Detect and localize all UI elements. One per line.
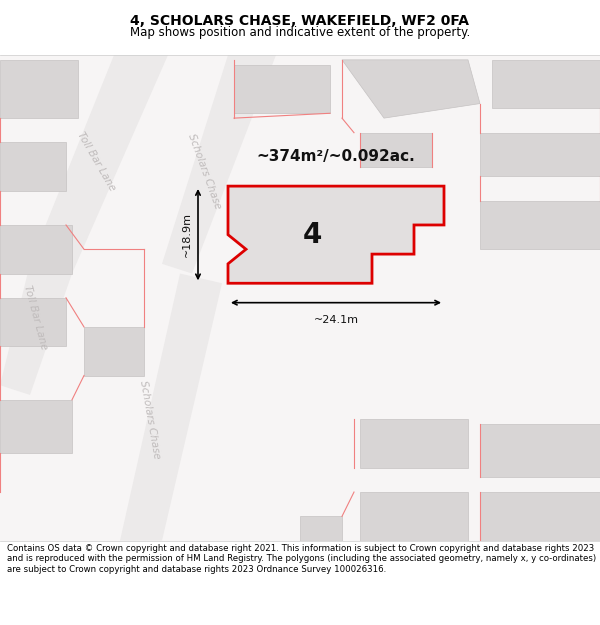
Polygon shape bbox=[234, 65, 330, 113]
Polygon shape bbox=[0, 225, 72, 274]
Polygon shape bbox=[228, 186, 444, 283]
Polygon shape bbox=[0, 60, 78, 118]
Polygon shape bbox=[480, 492, 600, 541]
Polygon shape bbox=[0, 142, 66, 191]
Text: Map shows position and indicative extent of the property.: Map shows position and indicative extent… bbox=[130, 26, 470, 39]
Polygon shape bbox=[0, 264, 72, 395]
Polygon shape bbox=[30, 55, 168, 274]
Text: 4: 4 bbox=[302, 221, 322, 249]
Polygon shape bbox=[342, 60, 480, 118]
Text: ~24.1m: ~24.1m bbox=[314, 315, 359, 325]
Polygon shape bbox=[120, 274, 222, 541]
Polygon shape bbox=[360, 419, 468, 468]
Polygon shape bbox=[84, 327, 144, 376]
Polygon shape bbox=[0, 400, 72, 453]
Polygon shape bbox=[492, 60, 600, 108]
Polygon shape bbox=[0, 298, 66, 346]
Polygon shape bbox=[300, 516, 342, 541]
Text: ~18.9m: ~18.9m bbox=[182, 212, 192, 257]
Polygon shape bbox=[360, 132, 432, 167]
Polygon shape bbox=[480, 201, 600, 249]
Text: ~374m²/~0.092ac.: ~374m²/~0.092ac. bbox=[257, 149, 415, 164]
Polygon shape bbox=[480, 424, 600, 478]
Text: Scholars Chase: Scholars Chase bbox=[186, 132, 222, 211]
Text: Contains OS data © Crown copyright and database right 2021. This information is : Contains OS data © Crown copyright and d… bbox=[7, 544, 596, 574]
Text: Toll Bar Lane: Toll Bar Lane bbox=[23, 284, 49, 351]
Text: Scholars Chase: Scholars Chase bbox=[138, 379, 162, 459]
Text: 4, SCHOLARS CHASE, WAKEFIELD, WF2 0FA: 4, SCHOLARS CHASE, WAKEFIELD, WF2 0FA bbox=[131, 14, 470, 28]
Polygon shape bbox=[480, 132, 600, 176]
Text: Toll Bar Lane: Toll Bar Lane bbox=[75, 131, 117, 193]
Polygon shape bbox=[162, 55, 276, 274]
Polygon shape bbox=[360, 492, 468, 541]
